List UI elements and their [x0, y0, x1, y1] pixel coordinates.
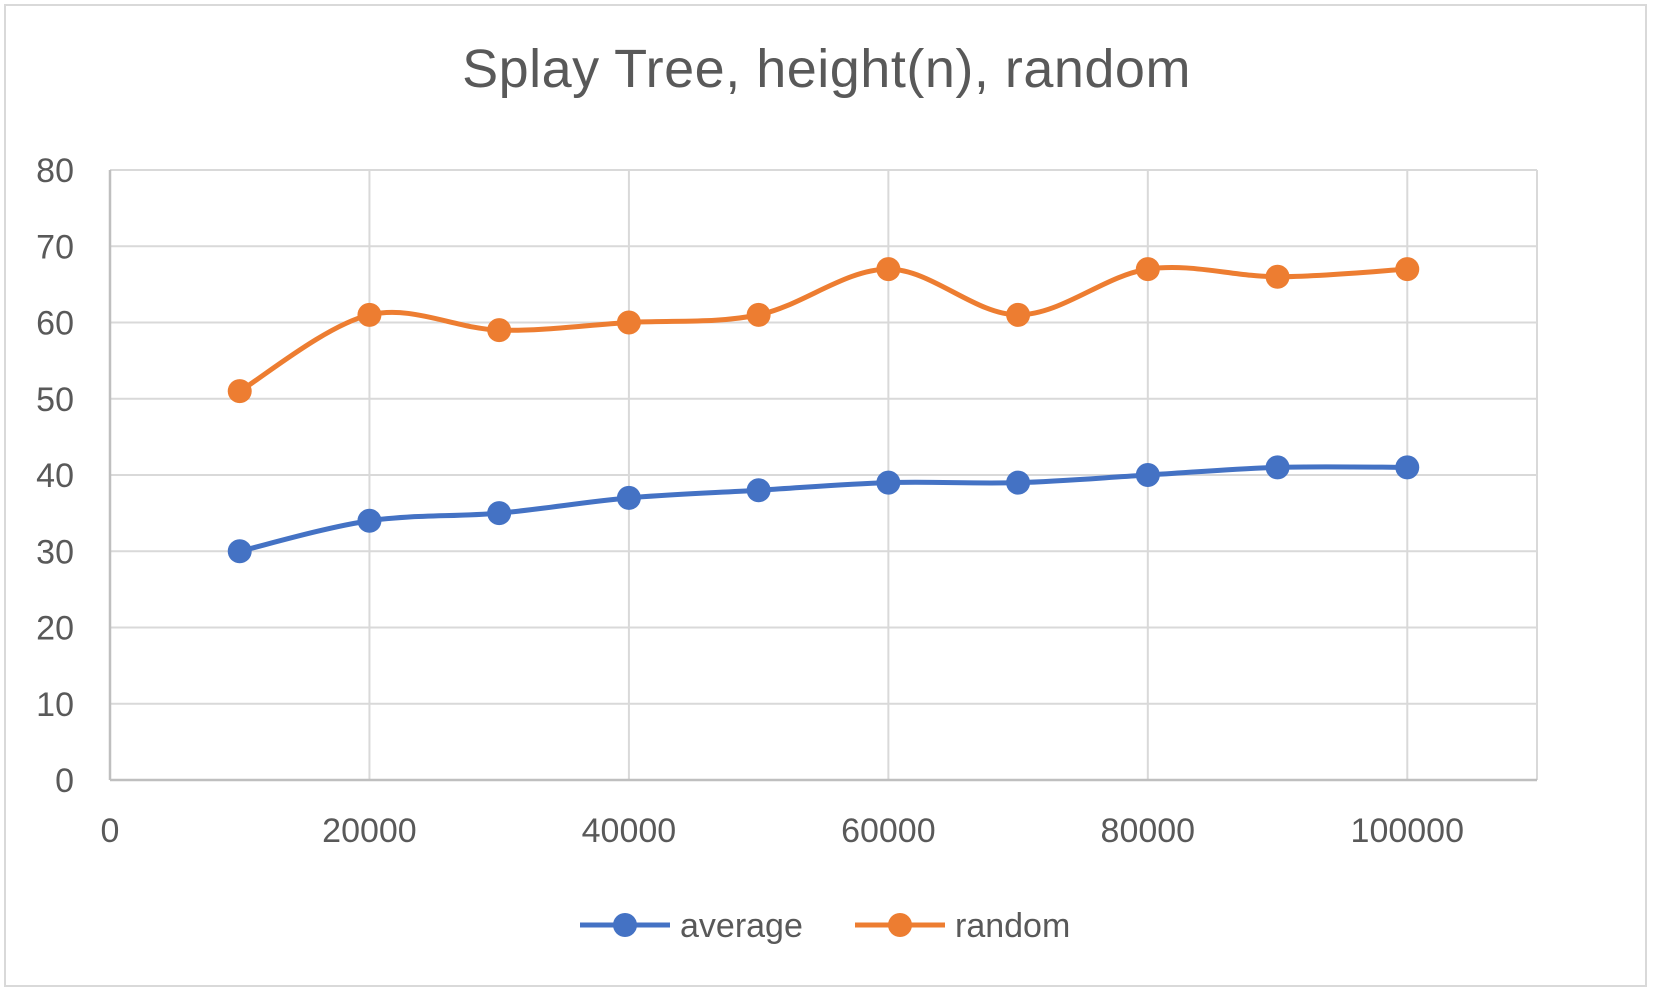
data-point-average[interactable]: [1395, 455, 1420, 480]
x-tick-label: 80000: [1101, 812, 1196, 850]
data-point-average[interactable]: [227, 539, 252, 564]
x-tick-labels: 0 20000 40000 60000 80000 100000: [101, 812, 1464, 850]
series-random: [227, 257, 1420, 404]
data-point-average[interactable]: [487, 501, 512, 526]
legend-item-random[interactable]: random: [855, 907, 1070, 945]
data-point-average[interactable]: [357, 508, 382, 533]
data-point-random[interactable]: [357, 302, 382, 327]
y-tick-label: 30: [36, 533, 74, 571]
series-line-random: [237, 264, 1410, 394]
data-point-average[interactable]: [1135, 463, 1160, 487]
series-line-average: [237, 464, 1410, 554]
data-point-average[interactable]: [746, 478, 771, 503]
data-point-average[interactable]: [1006, 470, 1031, 495]
data-point-random[interactable]: [487, 318, 512, 343]
data-point-random[interactable]: [1395, 257, 1420, 282]
data-point-random[interactable]: [746, 302, 771, 327]
legend-label-average: average: [680, 907, 803, 945]
y-tick-label: 0: [55, 762, 74, 800]
data-point-average[interactable]: [876, 470, 901, 495]
data-point-random[interactable]: [227, 379, 252, 404]
grid-lines: [110, 169, 1538, 780]
data-point-random[interactable]: [1135, 257, 1160, 282]
data-point-average[interactable]: [1265, 455, 1290, 480]
chart-frame: [4, 4, 1647, 987]
legend-label-random: random: [955, 907, 1070, 945]
chart-title: Splay Tree, height(n), random: [462, 39, 1191, 99]
axes: [108, 170, 1537, 782]
x-tick-label: 0: [101, 812, 120, 850]
y-tick-label: 10: [36, 686, 74, 724]
y-tick-label: 50: [36, 381, 74, 419]
x-tick-label: 20000: [322, 812, 417, 850]
y-tick-label: 70: [36, 228, 74, 266]
data-point-random[interactable]: [616, 310, 641, 335]
data-point-random[interactable]: [1006, 302, 1031, 327]
y-tick-label: 80: [36, 152, 74, 190]
data-point-random[interactable]: [876, 257, 901, 282]
y-tick-labels: 0 10 20 30 40 50 60 70 80: [36, 152, 74, 800]
x-tick-label: 40000: [582, 812, 677, 850]
legend-item-average[interactable]: average: [580, 907, 803, 945]
y-tick-label: 60: [36, 305, 74, 343]
y-tick-label: 20: [36, 610, 74, 648]
data-point-average[interactable]: [616, 485, 641, 510]
legend-marker-average: [613, 913, 637, 937]
data-point-random[interactable]: [1265, 264, 1290, 289]
legend-marker-random: [888, 913, 912, 937]
legend[interactable]: average random: [580, 907, 1070, 945]
series-plot: [227, 257, 1420, 564]
x-tick-label: 100000: [1351, 812, 1464, 850]
x-tick-label: 60000: [841, 812, 936, 850]
y-tick-label: 40: [36, 457, 74, 495]
series-average: [227, 455, 1420, 564]
